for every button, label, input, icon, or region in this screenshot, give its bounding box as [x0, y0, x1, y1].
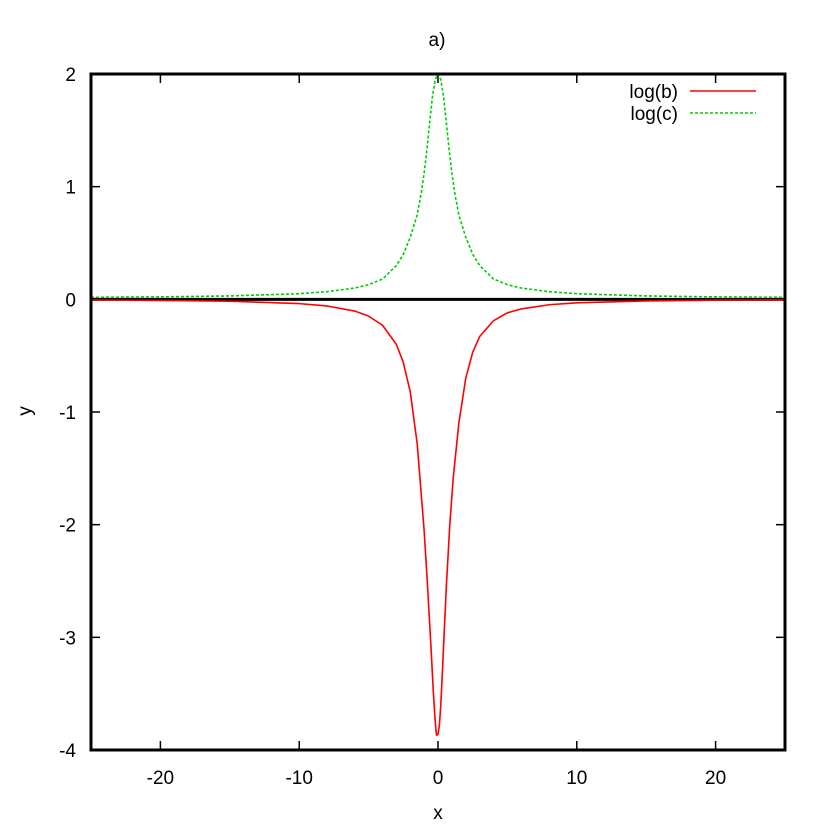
- legend-label: log(b): [629, 82, 678, 103]
- x-axis-title: x: [433, 803, 443, 824]
- chart-title: a): [429, 30, 446, 51]
- x-tick-label: 10: [566, 768, 587, 789]
- y-tick-label: 1: [65, 178, 76, 199]
- y-tick-label: 2: [65, 65, 76, 86]
- x-tick-label: 0: [433, 768, 444, 789]
- series-line-0: [90, 299, 786, 737]
- y-axis-title: y: [15, 406, 36, 416]
- legend-label: log(c): [630, 104, 678, 125]
- series-line-1: [90, 73, 786, 299]
- y-tick-label: -3: [59, 628, 76, 649]
- x-tick-label: 20: [705, 768, 726, 789]
- plot-frame: [89, 72, 787, 752]
- y-tick-label: -4: [59, 741, 76, 762]
- y-tick-label: -2: [59, 516, 76, 537]
- legend: log(b)log(c): [629, 82, 756, 125]
- x-tick-label: -10: [285, 768, 312, 789]
- series-layer: [90, 73, 786, 737]
- y-tick-label: -1: [59, 403, 76, 424]
- x-tick-label: -20: [147, 768, 174, 789]
- y-tick-label: 0: [65, 290, 76, 311]
